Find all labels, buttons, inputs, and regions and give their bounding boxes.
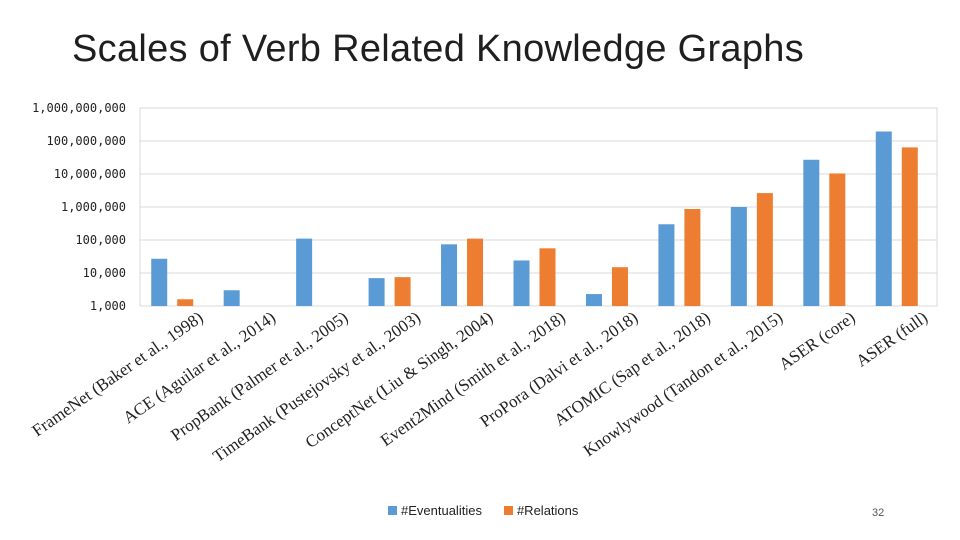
y-tick-label: 1,000,000 bbox=[61, 200, 126, 214]
legend: #Eventualities #Relations bbox=[388, 503, 578, 518]
bar-chart: 1,000 10,000 100,000 1,000,000 10,000,000 100… bbox=[29, 101, 938, 466]
bar-eventualities bbox=[151, 258, 168, 306]
bar-eventualities bbox=[658, 224, 675, 306]
page-number: 32 bbox=[872, 507, 885, 519]
bar-eventualities bbox=[223, 290, 240, 306]
bar-relations bbox=[829, 173, 846, 306]
legend-item-eventualities: #Eventualities bbox=[388, 503, 482, 518]
bar-relations bbox=[756, 193, 773, 306]
bar-eventualities bbox=[585, 294, 602, 306]
y-tick-label: 10,000 bbox=[83, 266, 126, 280]
y-tick-label: 1,000 bbox=[90, 299, 126, 313]
x-tick-label: ASER (core) bbox=[775, 308, 858, 374]
y-tick-label: 10,000,000 bbox=[54, 167, 126, 181]
bar-relations bbox=[901, 147, 918, 306]
slide-title: Scales of Verb Related Knowledge Graphs bbox=[72, 28, 805, 70]
bar-eventualities bbox=[803, 159, 820, 306]
y-tick-label: 100,000 bbox=[75, 233, 126, 247]
bar-relations bbox=[467, 238, 484, 306]
x-axis-ticks: FrameNet (Baker et al., 1998)ACE (Aguila… bbox=[29, 308, 931, 466]
bar-relations bbox=[684, 208, 701, 306]
bar-eventualities bbox=[441, 244, 458, 306]
bar-relations bbox=[611, 267, 628, 306]
y-tick-label: 1,000,000,000 bbox=[32, 101, 126, 115]
legend-swatch-eventualities bbox=[388, 506, 397, 515]
bar-eventualities bbox=[875, 131, 892, 306]
x-tick-label: ASER (full) bbox=[852, 308, 931, 371]
bar-eventualities bbox=[513, 260, 530, 306]
bar-relations bbox=[539, 248, 556, 306]
bar-relations bbox=[177, 299, 194, 306]
bars bbox=[151, 131, 918, 306]
legend-label-relations: #Relations bbox=[516, 503, 579, 518]
legend-label-eventualities: #Eventualities bbox=[401, 503, 482, 518]
bar-eventualities bbox=[368, 278, 385, 306]
legend-swatch-relations bbox=[503, 506, 513, 515]
bar-eventualities bbox=[730, 207, 747, 306]
y-axis-ticks: 1,000 10,000 100,000 1,000,000 10,000,000 100… bbox=[32, 101, 126, 313]
bar-relations bbox=[394, 277, 411, 306]
y-tick-label: 100,000,000 bbox=[47, 134, 126, 148]
legend-item-relations: #Relations bbox=[503, 503, 579, 518]
bar-eventualities bbox=[296, 238, 313, 306]
